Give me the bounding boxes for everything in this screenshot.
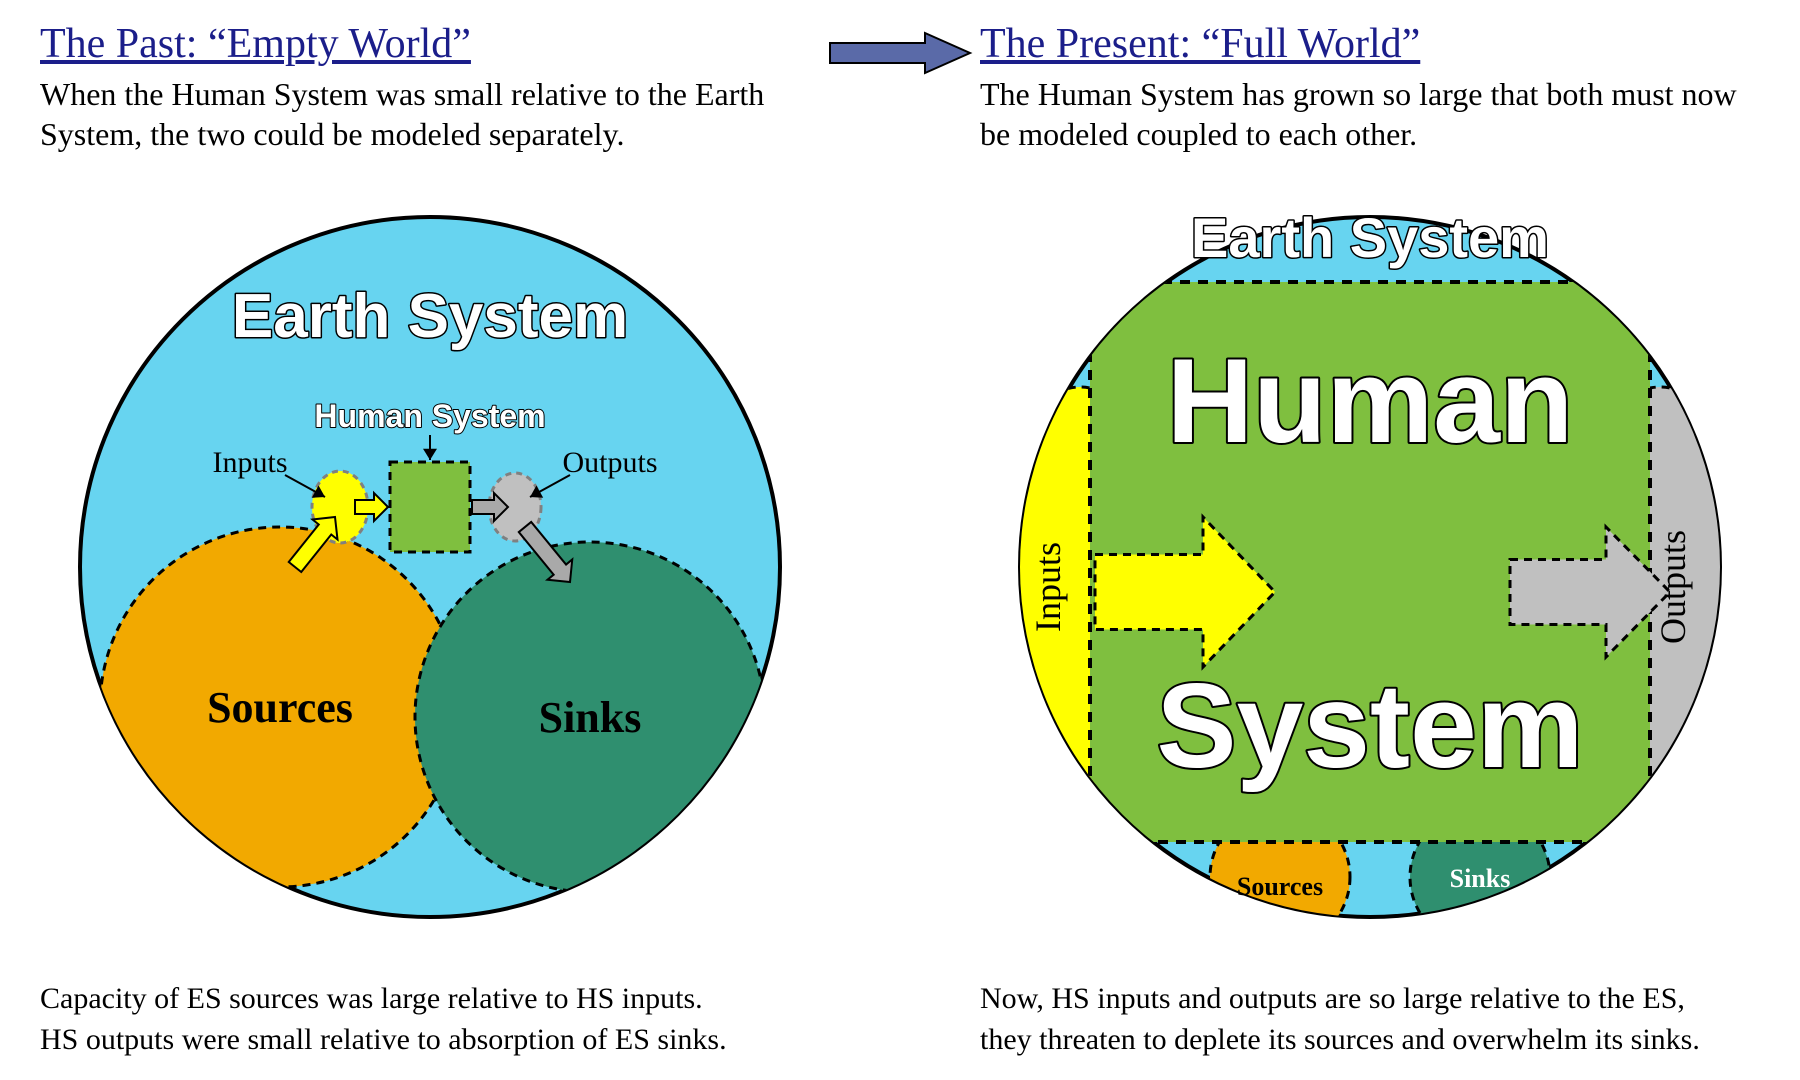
page-layout: The Past: “Empty World” When the Human S… — [40, 20, 1760, 1060]
right-caption-line1: Now, HS inputs and outputs are so large … — [980, 979, 1760, 1020]
svg-text:Earth System: Earth System — [1191, 206, 1549, 269]
header-row: The Past: “Empty World” When the Human S… — [40, 20, 1760, 154]
left-title: The Past: “Empty World” — [40, 20, 820, 68]
svg-text:Inputs: Inputs — [1028, 542, 1068, 632]
caption-row: Capacity of ES sources was large relativ… — [40, 979, 1760, 1060]
svg-text:Inputs: Inputs — [213, 446, 288, 479]
left-caption-line1: Capacity of ES sources was large relativ… — [40, 979, 820, 1020]
svg-text:Human System: Human System — [314, 398, 545, 434]
right-caption: Now, HS inputs and outputs are so large … — [980, 979, 1760, 1060]
transition-arrow-container — [820, 20, 980, 154]
left-caption-line2: HS outputs were small relative to absorp… — [40, 1020, 820, 1061]
left-header: The Past: “Empty World” When the Human S… — [40, 20, 820, 154]
svg-text:Outputs: Outputs — [1653, 529, 1693, 643]
left-diagram: Earth System Human System Sources Sinks … — [40, 164, 820, 969]
left-subtitle: When the Human System was small relative… — [40, 74, 820, 154]
left-caption: Capacity of ES sources was large relativ… — [40, 979, 820, 1060]
caption-spacer — [820, 979, 980, 1060]
right-diagram: Earth System Human System Inputs Outputs… — [980, 164, 1760, 969]
svg-text:Sinks: Sinks — [1450, 864, 1511, 893]
svg-text:Human: Human — [1167, 334, 1574, 468]
right-caption-line2: they threaten to deplete its sources and… — [980, 1020, 1760, 1061]
right-header: The Present: “Full World” The Human Syst… — [980, 20, 1760, 154]
svg-text:Sources: Sources — [1237, 872, 1323, 901]
right-diagram-svg: Earth System Human System Inputs Outputs… — [1010, 197, 1730, 937]
right-title: The Present: “Full World” — [980, 20, 1760, 68]
transition-arrow-icon — [825, 28, 975, 78]
svg-text:System: System — [1157, 659, 1584, 793]
svg-text:Outputs: Outputs — [562, 446, 657, 479]
svg-text:Earth System: Earth System — [232, 282, 628, 351]
svg-text:Sources: Sources — [207, 683, 353, 732]
left-diagram-svg: Earth System Human System Sources Sinks … — [70, 197, 790, 937]
diagram-row: Earth System Human System Sources Sinks … — [40, 164, 1760, 969]
svg-text:Sinks: Sinks — [539, 693, 642, 742]
right-subtitle: The Human System has grown so large that… — [980, 74, 1760, 154]
diagram-spacer — [820, 164, 980, 969]
